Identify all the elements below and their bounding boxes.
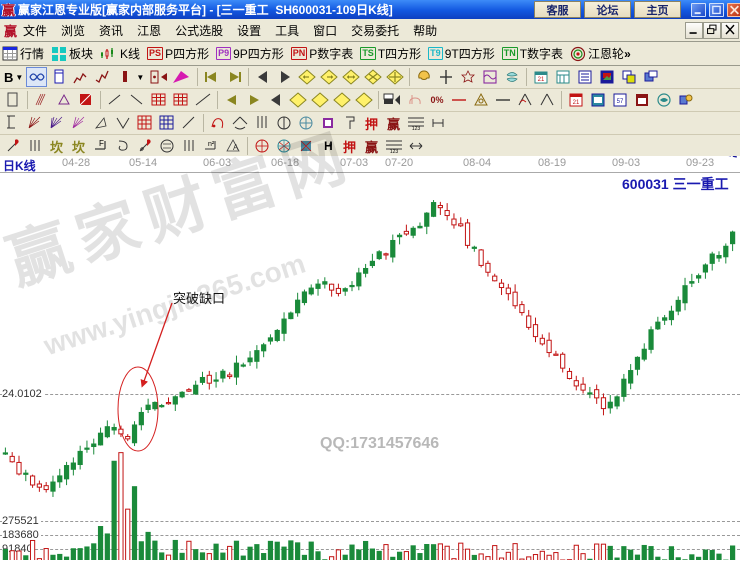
svg-text:F: F: [99, 139, 104, 148]
svg-text:0%: 0%: [430, 95, 443, 105]
svg-text:21: 21: [572, 100, 579, 106]
svg-text:123: 123: [389, 149, 398, 154]
svg-text:123: 123: [411, 126, 420, 131]
svg-text:57: 57: [616, 99, 623, 105]
svg-text:21: 21: [537, 77, 544, 83]
